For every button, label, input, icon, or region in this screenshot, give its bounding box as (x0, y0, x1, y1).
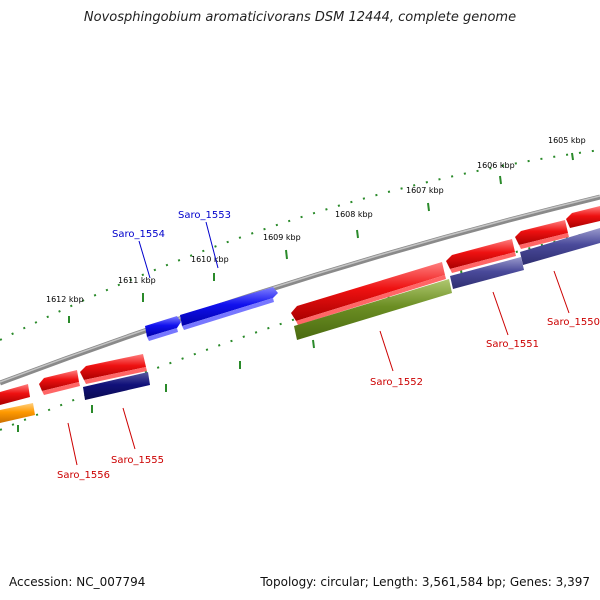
gene-saro-1550[interactable] (520, 228, 600, 265)
gene-red-right-2[interactable] (566, 206, 600, 228)
gene-saro-1551[interactable] (450, 257, 524, 289)
gene-saro-1553[interactable] (180, 287, 278, 330)
gene-label-saro-1554: Saro_1554 (112, 229, 165, 240)
ruler-label-1612: 1612 kbp (46, 295, 84, 304)
genome-backbone (0, 194, 600, 386)
gene-saro-1554[interactable] (145, 316, 181, 341)
ruler-label-1611: 1611 kbp (118, 276, 156, 285)
gene-label-saro-1556: Saro_1556 (57, 470, 110, 481)
gene-saro-1555[interactable] (83, 372, 150, 400)
genome-title: Novosphingobium aromaticivorans DSM 1244… (83, 10, 517, 25)
outer-ruler-track (0, 149, 600, 341)
ruler-label-1608: 1608 kbp (335, 210, 373, 219)
ruler-label-1606: 1606 kbp (477, 161, 515, 170)
gene-red-small-2[interactable] (80, 354, 147, 384)
gene-label-saro-1552: Saro_1552 (370, 377, 423, 388)
gene-red-right-1[interactable] (515, 220, 569, 249)
gene-red-small-1[interactable] (39, 370, 80, 395)
genome-backbone-highlight (0, 195, 600, 383)
gene-red-big[interactable] (291, 262, 446, 325)
outer-ruler-major-ticks (68, 152, 574, 323)
accession-text: Accession: NC_007794 (9, 575, 146, 589)
ruler-label-1605: 1605 kbp (548, 136, 586, 145)
genome-summary-text: Topology: circular; Length: 3,561,584 bp… (260, 575, 590, 589)
label-leaders (67, 221, 570, 466)
ruler-label-1607: 1607 kbp (406, 186, 444, 195)
gene-saro-1552[interactable] (294, 279, 452, 340)
gene-label-saro-1551: Saro_1551 (486, 339, 539, 350)
ruler-label-1610: 1610 kbp (191, 255, 229, 264)
gene-saro-1556[interactable] (0, 403, 35, 423)
gene-label-saro-1550: Saro_1550 (547, 317, 600, 328)
gene-label-saro-1555: Saro_1555 (111, 455, 164, 466)
ruler-label-1609: 1609 kbp (263, 233, 301, 242)
gene-label-saro-1553: Saro_1553 (178, 210, 231, 221)
gene-red-mid[interactable] (446, 239, 516, 273)
gene-saro-1557-red[interactable] (0, 384, 30, 405)
